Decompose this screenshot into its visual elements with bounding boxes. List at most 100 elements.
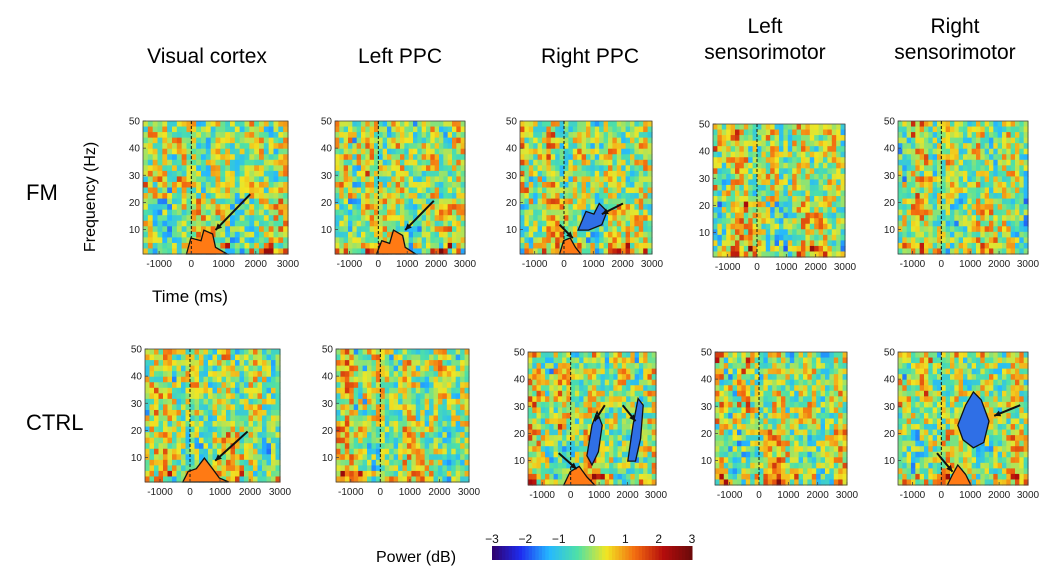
x-tick-label: 2000 xyxy=(425,259,448,270)
x-tick-label: 0 xyxy=(187,487,193,498)
x-tick-label: 2000 xyxy=(616,490,639,501)
x-tick-label: 3000 xyxy=(269,487,292,498)
colorbar-swatch xyxy=(535,546,540,560)
significant-cluster xyxy=(375,229,418,255)
colorbar-swatch xyxy=(642,546,646,560)
y-tick-label: 20 xyxy=(322,426,334,437)
x-tick-label: 3000 xyxy=(836,490,859,501)
colorbar-swatch xyxy=(538,546,543,560)
colorbar-swatch xyxy=(625,546,630,560)
colorbar-swatch xyxy=(622,546,626,560)
colorbar-swatch xyxy=(598,546,603,560)
title-visual-cortex: Visual cortex xyxy=(147,45,267,68)
x-tick-label: 0 xyxy=(378,487,384,498)
y-tick-label: 10 xyxy=(884,456,896,467)
x-tick-label: 3000 xyxy=(834,262,857,273)
title-left-sensorimotor: Left sensorimotor xyxy=(704,15,826,64)
x-tick-label: 1000 xyxy=(209,487,232,498)
colorbar-swatch xyxy=(665,546,670,560)
plot-frame xyxy=(897,120,1029,255)
y-tick-label: 20 xyxy=(699,201,711,212)
colorbar-tick-label: 0 xyxy=(589,532,596,546)
y-tick-label: 40 xyxy=(131,372,143,383)
x-tick-label: 3000 xyxy=(1017,259,1040,270)
significant-cluster xyxy=(957,390,990,449)
spectrogram-ctrl-left-ppc: 10 20 30 40 50 -1000 0 1000 2000 3000 xyxy=(312,345,493,502)
y-tick-label: 10 xyxy=(129,225,141,236)
y-tick-label: 40 xyxy=(514,375,526,386)
colorbar-swatch xyxy=(542,546,546,560)
x-axis-label: Time (ms) xyxy=(152,287,228,306)
x-tick-label: 1000 xyxy=(582,259,605,270)
plot-frame xyxy=(144,348,281,483)
colorbar-swatch xyxy=(492,546,496,560)
y-tick-label: 10 xyxy=(506,225,518,236)
y-tick-label: 10 xyxy=(131,453,143,464)
x-tick-label: -1000 xyxy=(529,490,555,501)
y-tick-label: 50 xyxy=(506,117,518,128)
x-tick-label: 0 xyxy=(754,262,760,273)
y-tick-label: 20 xyxy=(506,198,518,209)
heatmap-cells xyxy=(713,124,846,258)
y-tick-label: 30 xyxy=(884,402,896,413)
y-tick-label: 10 xyxy=(321,225,333,236)
spectrogram-ctrl-right-ppc: 10 20 30 40 50 -1000 0 1000 2000 3000 xyxy=(504,348,680,505)
colorbar-tick-label: −1 xyxy=(552,532,566,546)
x-tick-label: -1000 xyxy=(900,259,926,270)
x-tick-label: 2000 xyxy=(239,487,262,498)
x-tick-label: 3000 xyxy=(645,490,668,501)
colorbar-swatch xyxy=(605,546,610,560)
colorbar-swatch xyxy=(495,546,500,560)
y-tick-label: 10 xyxy=(884,225,896,236)
significant-cluster xyxy=(185,229,230,255)
y-tick-label: 50 xyxy=(131,345,143,356)
spectrogram-fm-left-ppc: 10 20 30 40 50 -1000 0 1000 2000 3000 xyxy=(311,117,489,274)
y-tick-label: 30 xyxy=(129,171,141,182)
colorbar-tick-label: 2 xyxy=(655,532,662,546)
x-tick-label: 1000 xyxy=(396,259,419,270)
arrowhead-icon xyxy=(566,231,573,239)
colorbar-swatch xyxy=(532,546,536,560)
arrow-icon xyxy=(214,430,249,462)
x-tick-label: 0 xyxy=(568,490,574,501)
y-tick-label: 30 xyxy=(884,171,896,182)
plot-frame xyxy=(142,120,289,255)
x-tick-label: 3000 xyxy=(454,259,477,270)
y-tick-label: 30 xyxy=(321,171,333,182)
arrowhead-icon xyxy=(946,464,953,472)
colorbar-swatch xyxy=(515,546,520,560)
x-tick-label: -1000 xyxy=(900,490,926,501)
y-tick-label: 40 xyxy=(701,375,713,386)
plot-frame xyxy=(714,351,848,486)
arrowhead-icon xyxy=(629,414,636,422)
colorbar-swatch xyxy=(592,546,596,560)
colorbar-swatch xyxy=(562,546,566,560)
colorbar-swatch xyxy=(685,546,690,560)
x-tick-label: 1000 xyxy=(399,487,422,498)
y-tick-label: 20 xyxy=(131,426,143,437)
plot-frame xyxy=(335,348,470,483)
colorbar-swatch xyxy=(635,546,640,560)
x-tick-label: 1000 xyxy=(777,490,800,501)
colorbar-swatch xyxy=(505,546,510,560)
colorbar-swatch xyxy=(578,546,583,560)
heatmap-cells xyxy=(336,349,470,483)
colorbar-swatch xyxy=(595,546,600,560)
colorbar-swatch xyxy=(558,546,563,560)
y-tick-label: 30 xyxy=(131,399,143,410)
x-tick-label: 1000 xyxy=(959,490,982,501)
x-tick-label: 0 xyxy=(756,490,762,501)
colorbar-swatch xyxy=(612,546,616,560)
plot-frame xyxy=(527,351,657,486)
colorbar-swatch xyxy=(675,546,680,560)
y-tick-label: 40 xyxy=(322,372,334,383)
x-tick-label: 2000 xyxy=(245,259,268,270)
colorbar-swatch xyxy=(508,546,513,560)
colorbar-tick-label: 3 xyxy=(689,532,696,546)
title-right-ppc: Right PPC xyxy=(540,45,640,68)
significant-cluster xyxy=(577,202,608,231)
arrowhead-icon xyxy=(215,223,223,231)
colorbar-swatch xyxy=(632,546,636,560)
y-tick-label: 20 xyxy=(514,429,526,440)
y-tick-label: 50 xyxy=(701,348,713,359)
